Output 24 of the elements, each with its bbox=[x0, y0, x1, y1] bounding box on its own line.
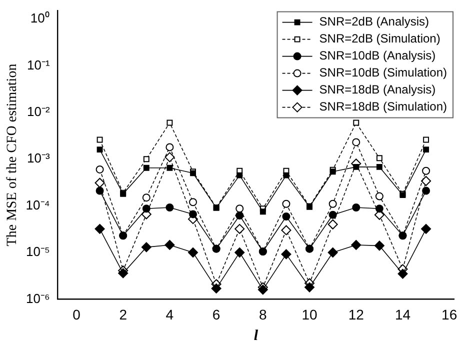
y-tick-label: 10⁻⁵ bbox=[26, 244, 50, 260]
legend-label: SNR=18dB (Analysis) bbox=[319, 82, 436, 97]
x-tick-label: 14 bbox=[394, 306, 411, 322]
x-tick-label: 12 bbox=[348, 306, 364, 322]
y-tick-label: 10⁻⁴ bbox=[26, 197, 50, 212]
x-tick-label: 16 bbox=[442, 306, 458, 322]
x-tick-label: 6 bbox=[212, 306, 220, 322]
x-tick-label: 2 bbox=[119, 306, 128, 322]
legend-label: SNR=18dB (Simulation) bbox=[319, 100, 448, 114]
legend-label: SNR=10dB (Analysis) bbox=[319, 48, 436, 63]
x-tick-label: 8 bbox=[259, 306, 268, 322]
y-tick-label: 10⁻³ bbox=[27, 150, 51, 166]
legend-label: SNR=2dB (Simulation) bbox=[319, 32, 440, 46]
legend-label: SNR=2dB (Analysis) bbox=[319, 14, 429, 29]
y-tick-label: 10⁻⁶ bbox=[26, 290, 50, 306]
y-tick-label: 10⁻² bbox=[27, 104, 51, 119]
x-tick-label: 4 bbox=[166, 306, 174, 322]
y-tick-label: 10⁰ bbox=[30, 10, 50, 26]
y-axis-title: The MSE of the CFO estimation bbox=[5, 64, 20, 246]
legend-label: SNR=10dB (Simulation) bbox=[319, 66, 448, 80]
x-axis-title: l bbox=[254, 328, 259, 344]
x-tick-label: 10 bbox=[302, 306, 318, 322]
y-tick-label: 10⁻¹ bbox=[27, 57, 51, 72]
x-tick-label: 0 bbox=[72, 306, 81, 322]
